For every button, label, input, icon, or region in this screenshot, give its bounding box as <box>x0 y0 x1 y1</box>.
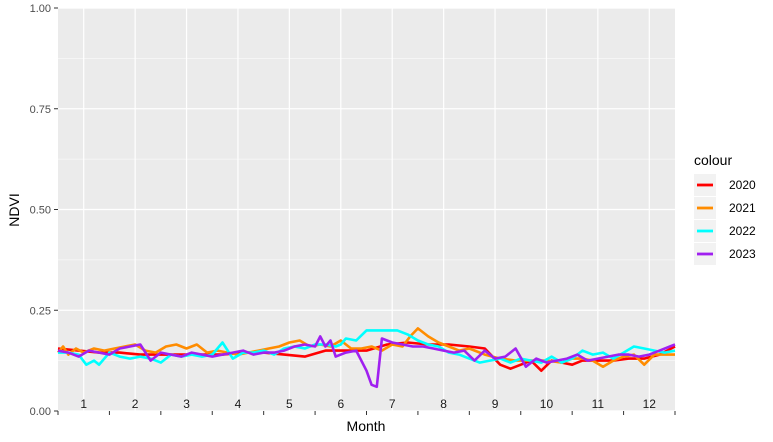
y-axis: 0.00 0.25 0.50 0.75 1.00 <box>30 3 58 418</box>
month-label: 11 <box>592 397 605 411</box>
y-tick-label: 1.00 <box>30 3 51 15</box>
month-label: 3 <box>183 397 190 411</box>
y-tick-label: 0.25 <box>30 305 51 317</box>
month-label: 8 <box>440 397 447 411</box>
series-line-2022 <box>58 329 676 367</box>
month-label: 9 <box>492 397 499 411</box>
legend-label: 2022 <box>729 224 756 238</box>
month-label: 6 <box>337 397 344 411</box>
y-tick-label: 0.00 <box>30 406 51 418</box>
month-label: 7 <box>389 397 396 411</box>
legend-item-2023: 2023 <box>694 243 756 265</box>
month-label: 2 <box>132 397 139 411</box>
minor-gridlines <box>58 58 675 361</box>
y-tick-label: 0.50 <box>30 205 51 217</box>
series-line-2023 <box>57 335 676 389</box>
y-tick-label: 0.75 <box>30 104 51 116</box>
legend-label: 2020 <box>729 178 756 192</box>
y-axis-title: NDVI <box>6 193 22 226</box>
legend-items: 2020 2021 2022 2023 <box>694 174 756 265</box>
legend-item-2022: 2022 <box>694 220 756 242</box>
x-axis <box>57 411 676 415</box>
legend-title: colour <box>694 152 732 168</box>
series-lines <box>57 327 676 389</box>
month-label: 12 <box>643 397 657 411</box>
legend-label: 2023 <box>729 247 756 261</box>
legend-label: 2021 <box>729 201 756 215</box>
legend-item-2021: 2021 <box>694 197 756 219</box>
month-label: 4 <box>235 397 242 411</box>
x-axis-title: Month <box>347 418 386 434</box>
legend-item-2020: 2020 <box>694 174 756 196</box>
month-label: 10 <box>540 397 554 411</box>
legend: colour 2020 2021 2022 2023 <box>694 152 756 265</box>
month-labels: 1 2 3 4 5 6 7 8 9 10 11 12 <box>80 397 656 411</box>
month-label: 1 <box>80 397 87 411</box>
month-label: 5 <box>286 397 293 411</box>
